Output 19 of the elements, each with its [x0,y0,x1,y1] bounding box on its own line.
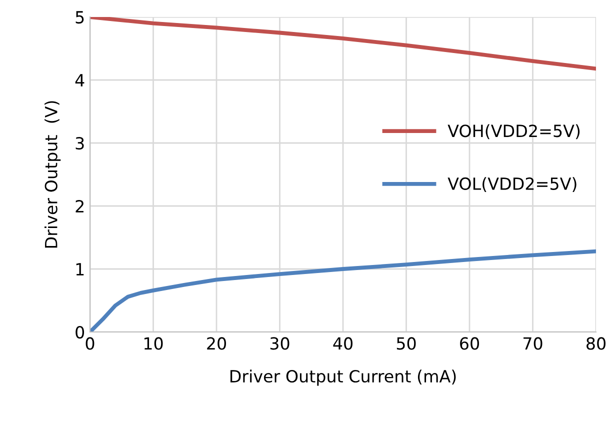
x-tick-label: 80 [586,337,606,350]
y-tick-label: 1 [76,263,84,276]
x-tick-label: 50 [396,337,416,350]
x-tick-label: 0 [86,337,94,350]
x-tick-label: 60 [460,337,479,350]
legend-label: VOL(VDD2=5V) [448,177,576,192]
y-tick-label: 3 [76,136,84,150]
y-tick-label: 4 [75,74,84,86]
y-axis-title: Driver Output (V) [44,101,61,248]
x-tick-label: 70 [524,337,542,350]
x-tick-label: 40 [333,337,352,350]
x-tick-label: 10 [144,337,163,350]
legend-label: VOH(VDD2=5V) [448,124,580,140]
y-tick-label: 5 [76,11,84,24]
x-tick-label: 20 [207,337,226,350]
x-axis-title: Driver Output Current (mA) [230,370,456,386]
y-tick-label: 0 [76,326,84,339]
x-tick-label: 30 [270,337,290,350]
y-tick-label: 2 [76,200,84,212]
